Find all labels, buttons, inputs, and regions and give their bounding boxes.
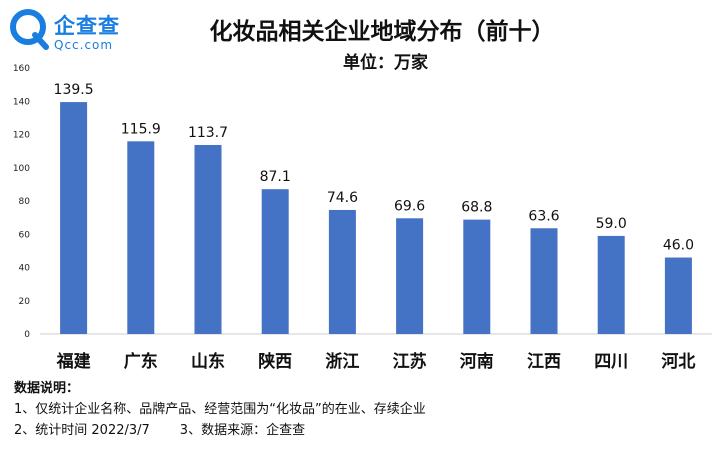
y-tick-label: 0 <box>24 330 30 340</box>
bar <box>597 235 625 334</box>
bar <box>194 144 222 334</box>
logo-domain: Qcc.com <box>54 38 114 52</box>
bar <box>463 219 491 334</box>
x-tick-label: 四川 <box>594 352 628 372</box>
data-label: 74.6 <box>327 190 358 206</box>
y-tick-label: 60 <box>19 230 31 240</box>
data-label: 59.0 <box>596 216 627 232</box>
bar <box>530 228 558 334</box>
bar <box>261 189 289 334</box>
data-label: 63.6 <box>528 208 559 224</box>
x-tick-label: 山东 <box>191 351 225 372</box>
y-tick-label: 80 <box>19 197 31 207</box>
notes-source: 3、数据来源：企查查 <box>179 423 306 438</box>
x-tick-label: 陕西 <box>258 351 292 372</box>
x-tick-label: 江西 <box>527 352 561 372</box>
notes-date: 2、统计时间 2022/3/7 <box>14 423 150 438</box>
bar <box>60 102 88 334</box>
x-tick-label: 河北 <box>661 352 695 372</box>
bar-chart: 0 20 40 60 80 100 120 140 160 139.5 福建 115.9 广东 113.7… <box>13 64 712 372</box>
x-tick-label: 河南 <box>460 351 494 372</box>
x-tick-label: 广东 <box>124 351 158 372</box>
data-label: 46.0 <box>663 238 694 254</box>
data-label: 69.6 <box>394 198 425 214</box>
notes-line-1: 1、仅统计企业名称、品牌产品、经营范围为“化妆品”的在业、存续企业 <box>14 402 426 417</box>
y-tick-label: 100 <box>13 164 30 174</box>
unit-label: 单位：万家 <box>343 53 428 73</box>
notes-heading: 数据说明： <box>14 381 80 396</box>
y-tick-label: 20 <box>19 297 31 307</box>
data-notes: 数据说明： 1、仅统计企业名称、品牌产品、经营范围为“化妆品”的在业、存续企业 … <box>14 378 426 441</box>
data-label: 115.9 <box>121 121 161 137</box>
notes-line-2: 2、统计时间 2022/3/7 3、数据来源：企查查 <box>14 420 426 441</box>
data-label: 68.8 <box>461 200 492 216</box>
qcc-logo: 企查查 Qcc.com <box>8 6 128 58</box>
data-label: 139.5 <box>54 82 94 98</box>
data-label: 87.1 <box>260 169 291 185</box>
qcc-logo-icon <box>10 9 49 50</box>
bar <box>127 141 155 334</box>
y-tick-label: 140 <box>13 97 30 107</box>
bar <box>664 257 692 334</box>
logo-name: 企查查 <box>54 14 120 38</box>
y-tick-label: 40 <box>19 264 31 274</box>
chart-title: 化妆品相关企业地域分布（前十） <box>209 19 555 45</box>
y-tick-label: 120 <box>13 131 30 141</box>
x-tick-label: 江苏 <box>393 351 427 372</box>
bar <box>328 209 356 334</box>
data-label: 113.7 <box>188 125 228 141</box>
x-tick-label: 福建 <box>56 351 91 372</box>
y-tick-label: 160 <box>13 64 30 74</box>
bar <box>396 218 424 334</box>
x-tick-label: 浙江 <box>325 351 359 372</box>
